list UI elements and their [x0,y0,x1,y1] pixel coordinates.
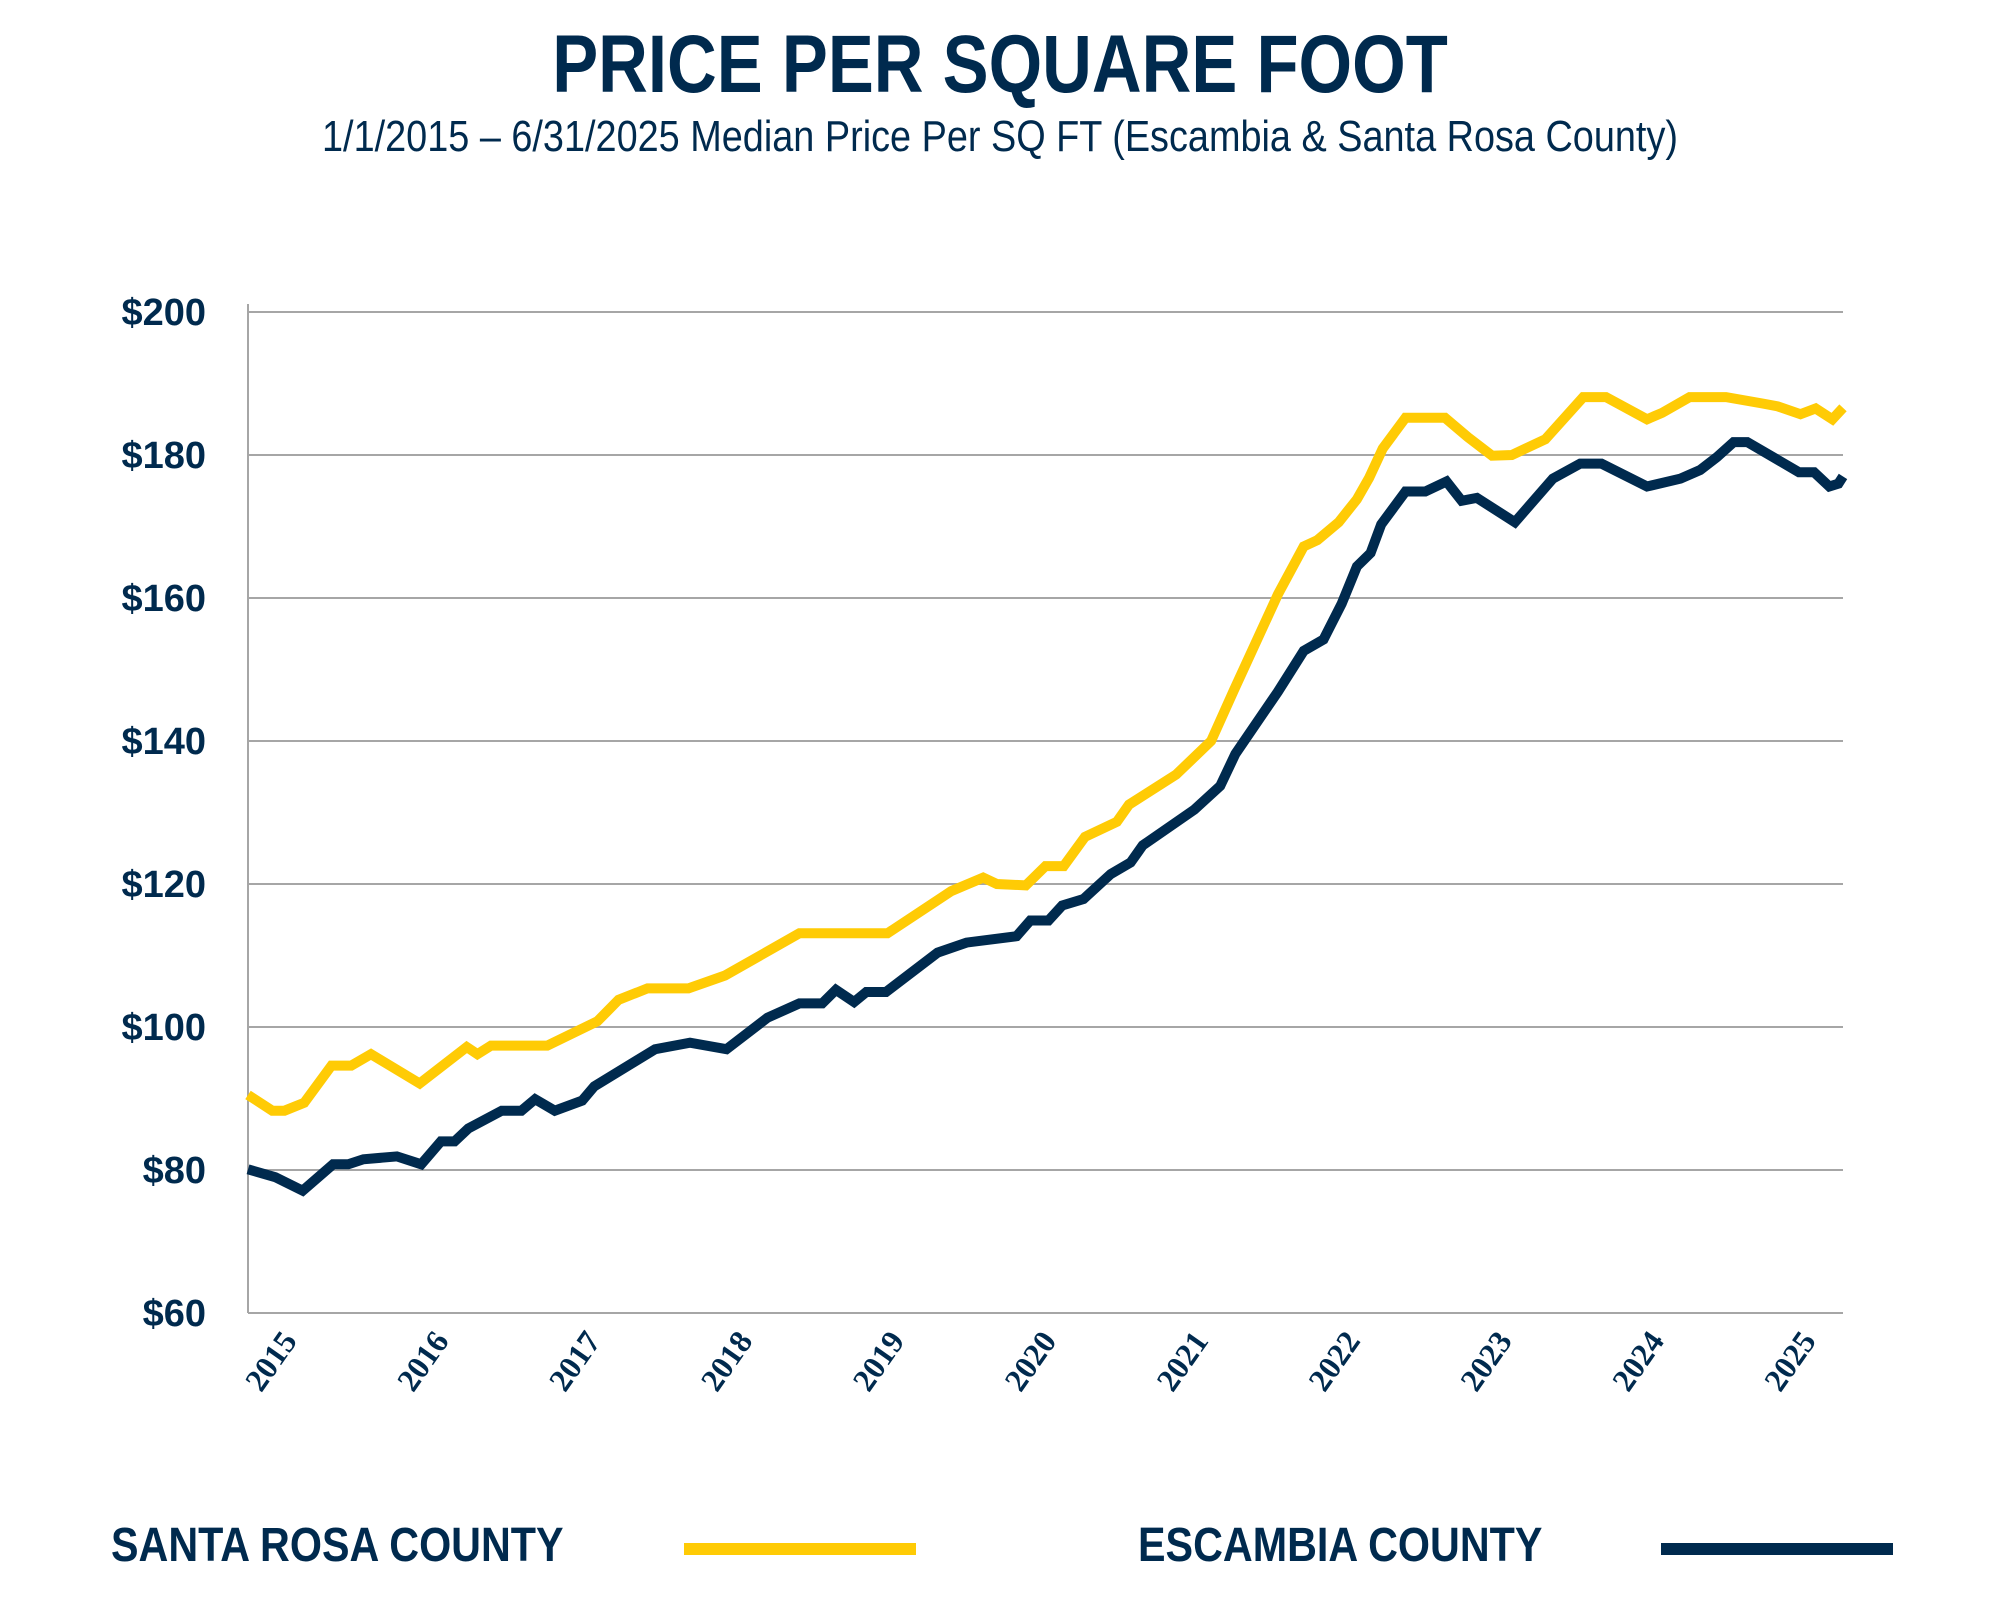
y-tick-label: $120 [121,864,206,906]
axes [247,304,1843,1314]
x-tick-label: 2023 [1453,1324,1519,1397]
x-tick-label: 2020 [997,1324,1063,1397]
legend-swatch-escambia [1661,1543,1893,1555]
x-tick-label: 2015 [238,1324,304,1397]
legend-swatch-santa-rosa [684,1543,916,1555]
series-line-escambia [246,437,1848,1197]
y-tick-label: $60 [143,1293,206,1335]
y-tick-label: $200 [121,292,206,334]
series-lines [245,392,1848,1197]
x-tick-label: 2017 [541,1324,607,1397]
y-tick-label: $160 [121,578,206,620]
x-tick-label: 2022 [1301,1324,1367,1397]
x-axis-tick-labels: 2015 2016 2017 2018 2019 2020 2021 2022 2023 2024… [238,1324,1823,1397]
x-tick-label: 2025 [1757,1324,1823,1397]
x-tick-label: 2024 [1605,1324,1671,1397]
legend-label-santa-rosa: SANTA ROSA COUNTY [111,1519,564,1572]
y-tick-label: $140 [121,721,206,763]
y-tick-label: $80 [143,1150,206,1192]
chart-title: PRICE PER SQUARE FOOT [552,19,1448,110]
chart-subtitle: 1/1/2015 – 6/31/2025 Median Price Per SQ… [322,112,1678,161]
series-line-santa-rosa [245,392,1847,1116]
legend-label-escambia: ESCAMBIA COUNTY [1138,1519,1543,1572]
x-tick-label: 2016 [389,1324,455,1397]
gridlines [248,311,1843,1171]
x-tick-label: 2021 [1149,1324,1215,1397]
y-tick-label: $100 [121,1007,206,1049]
x-tick-label: 2019 [845,1324,911,1397]
x-tick-label: 2018 [693,1324,759,1397]
y-axis-tick-labels: $60 $80 $100 $120 $140 $160 $180 $200 [121,292,206,1335]
y-tick-label: $180 [121,435,206,477]
